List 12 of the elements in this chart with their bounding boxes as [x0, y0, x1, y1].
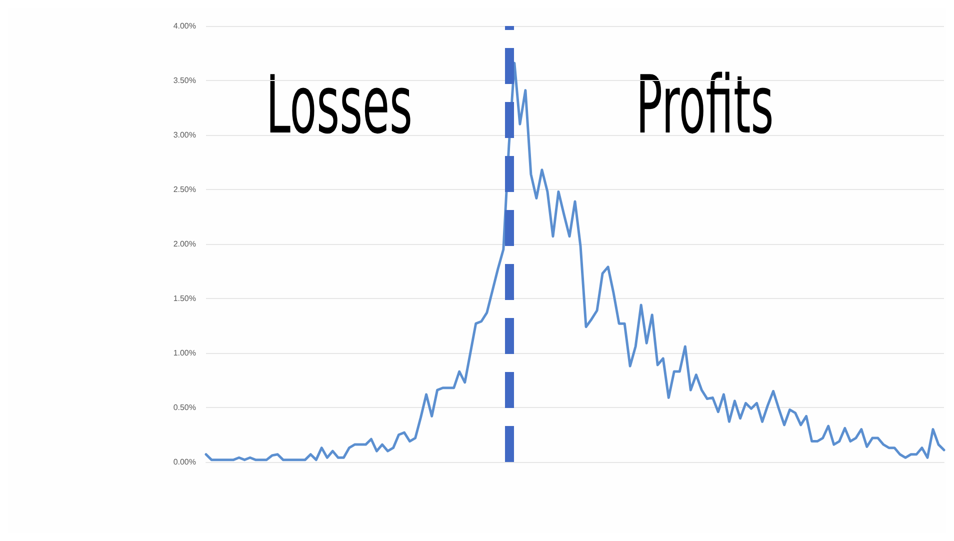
y-tick-label: 2.00% [173, 240, 196, 248]
y-tick-label: 1.00% [173, 348, 196, 358]
y-tick-label: 3.50% [173, 76, 196, 85]
y-tick-label: 0.50% [173, 403, 196, 412]
y-tick-label: 2.50% [173, 185, 196, 194]
y-tick-label: 1.50% [173, 294, 196, 303]
y-tick-label: 0.00% [173, 458, 196, 466]
y-tick-label: 4.00% [173, 22, 196, 30]
y-tick-label: 3.00% [173, 130, 196, 140]
annotation: Profits [636, 60, 774, 152]
annotation: Losses [266, 60, 412, 152]
line-series [204, 62, 946, 462]
